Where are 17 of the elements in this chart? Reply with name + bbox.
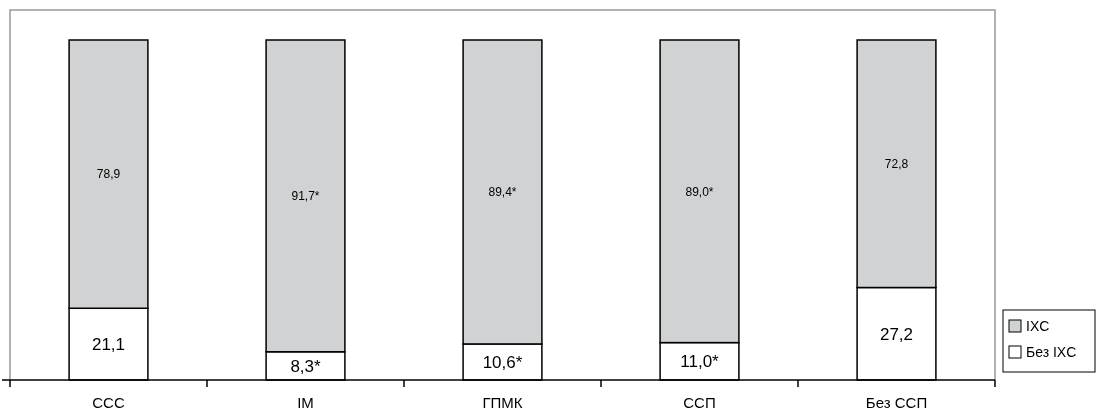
x-tick-label: ССС bbox=[92, 394, 125, 411]
x-tick-label: ССП bbox=[683, 394, 716, 411]
data-label: 27,2 bbox=[879, 324, 914, 344]
data-label: 21,1 bbox=[91, 335, 126, 355]
data-label: 72,8 bbox=[884, 156, 909, 171]
data-label: 89,0* bbox=[685, 184, 714, 199]
data-label: 8,3* bbox=[290, 356, 322, 376]
x-tick-label: Без ССП bbox=[865, 394, 928, 411]
legend-label: IXC bbox=[1026, 318, 1050, 334]
data-label: 89,4* bbox=[488, 185, 517, 200]
data-label: 91,7* bbox=[291, 189, 320, 204]
x-tick-label: IM bbox=[297, 394, 314, 411]
x-tick-label: ГПМК bbox=[482, 394, 523, 411]
legend-label: Без IXC bbox=[1026, 344, 1077, 360]
data-label: 10,6* bbox=[482, 352, 523, 372]
data-label: 78,9 bbox=[96, 167, 121, 182]
data-label: 11,0* bbox=[680, 352, 720, 372]
